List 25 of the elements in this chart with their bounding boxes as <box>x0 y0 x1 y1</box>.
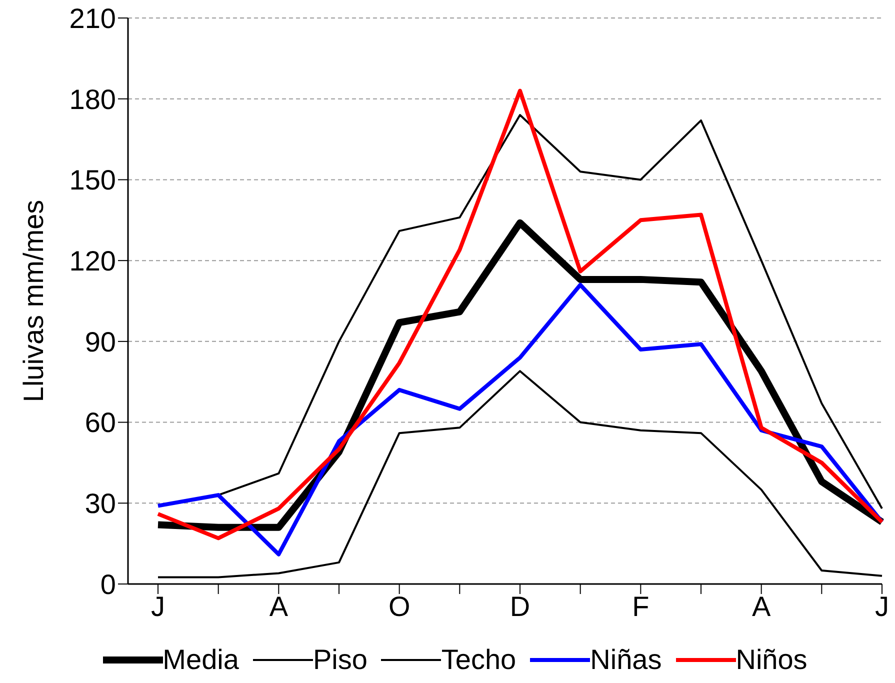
x-tick-label: J <box>151 590 165 622</box>
x-tick-label: J <box>875 590 889 622</box>
y-tick-label: 90 <box>84 326 116 358</box>
line-series <box>217 114 883 510</box>
y-tick-label: 180 <box>69 84 116 115</box>
legend-label: Niñas <box>590 644 662 676</box>
y-tick-label: 150 <box>69 164 116 196</box>
y-tick-label: 30 <box>84 488 116 520</box>
y-axis-title: Lluivas mm/mes <box>18 200 49 402</box>
x-tick-label: A <box>752 590 771 622</box>
x-tick-label: D <box>510 590 530 622</box>
line-series <box>157 370 883 578</box>
legend-label: Media <box>162 644 239 676</box>
line-series <box>156 88 884 540</box>
x-tick-label: A <box>269 590 288 622</box>
y-tick-label: 120 <box>69 246 116 277</box>
line-series <box>156 282 884 556</box>
x-tick-label: F <box>632 590 650 622</box>
legend-label: Piso <box>312 644 368 676</box>
x-tick-label: O <box>388 590 410 622</box>
legend-label: Niños <box>736 644 808 676</box>
legend-label: Techo <box>441 644 516 676</box>
y-tick-label: 60 <box>84 407 116 438</box>
y-tick-label: 210 <box>69 2 116 34</box>
y-tick-label: 0 <box>100 568 116 600</box>
